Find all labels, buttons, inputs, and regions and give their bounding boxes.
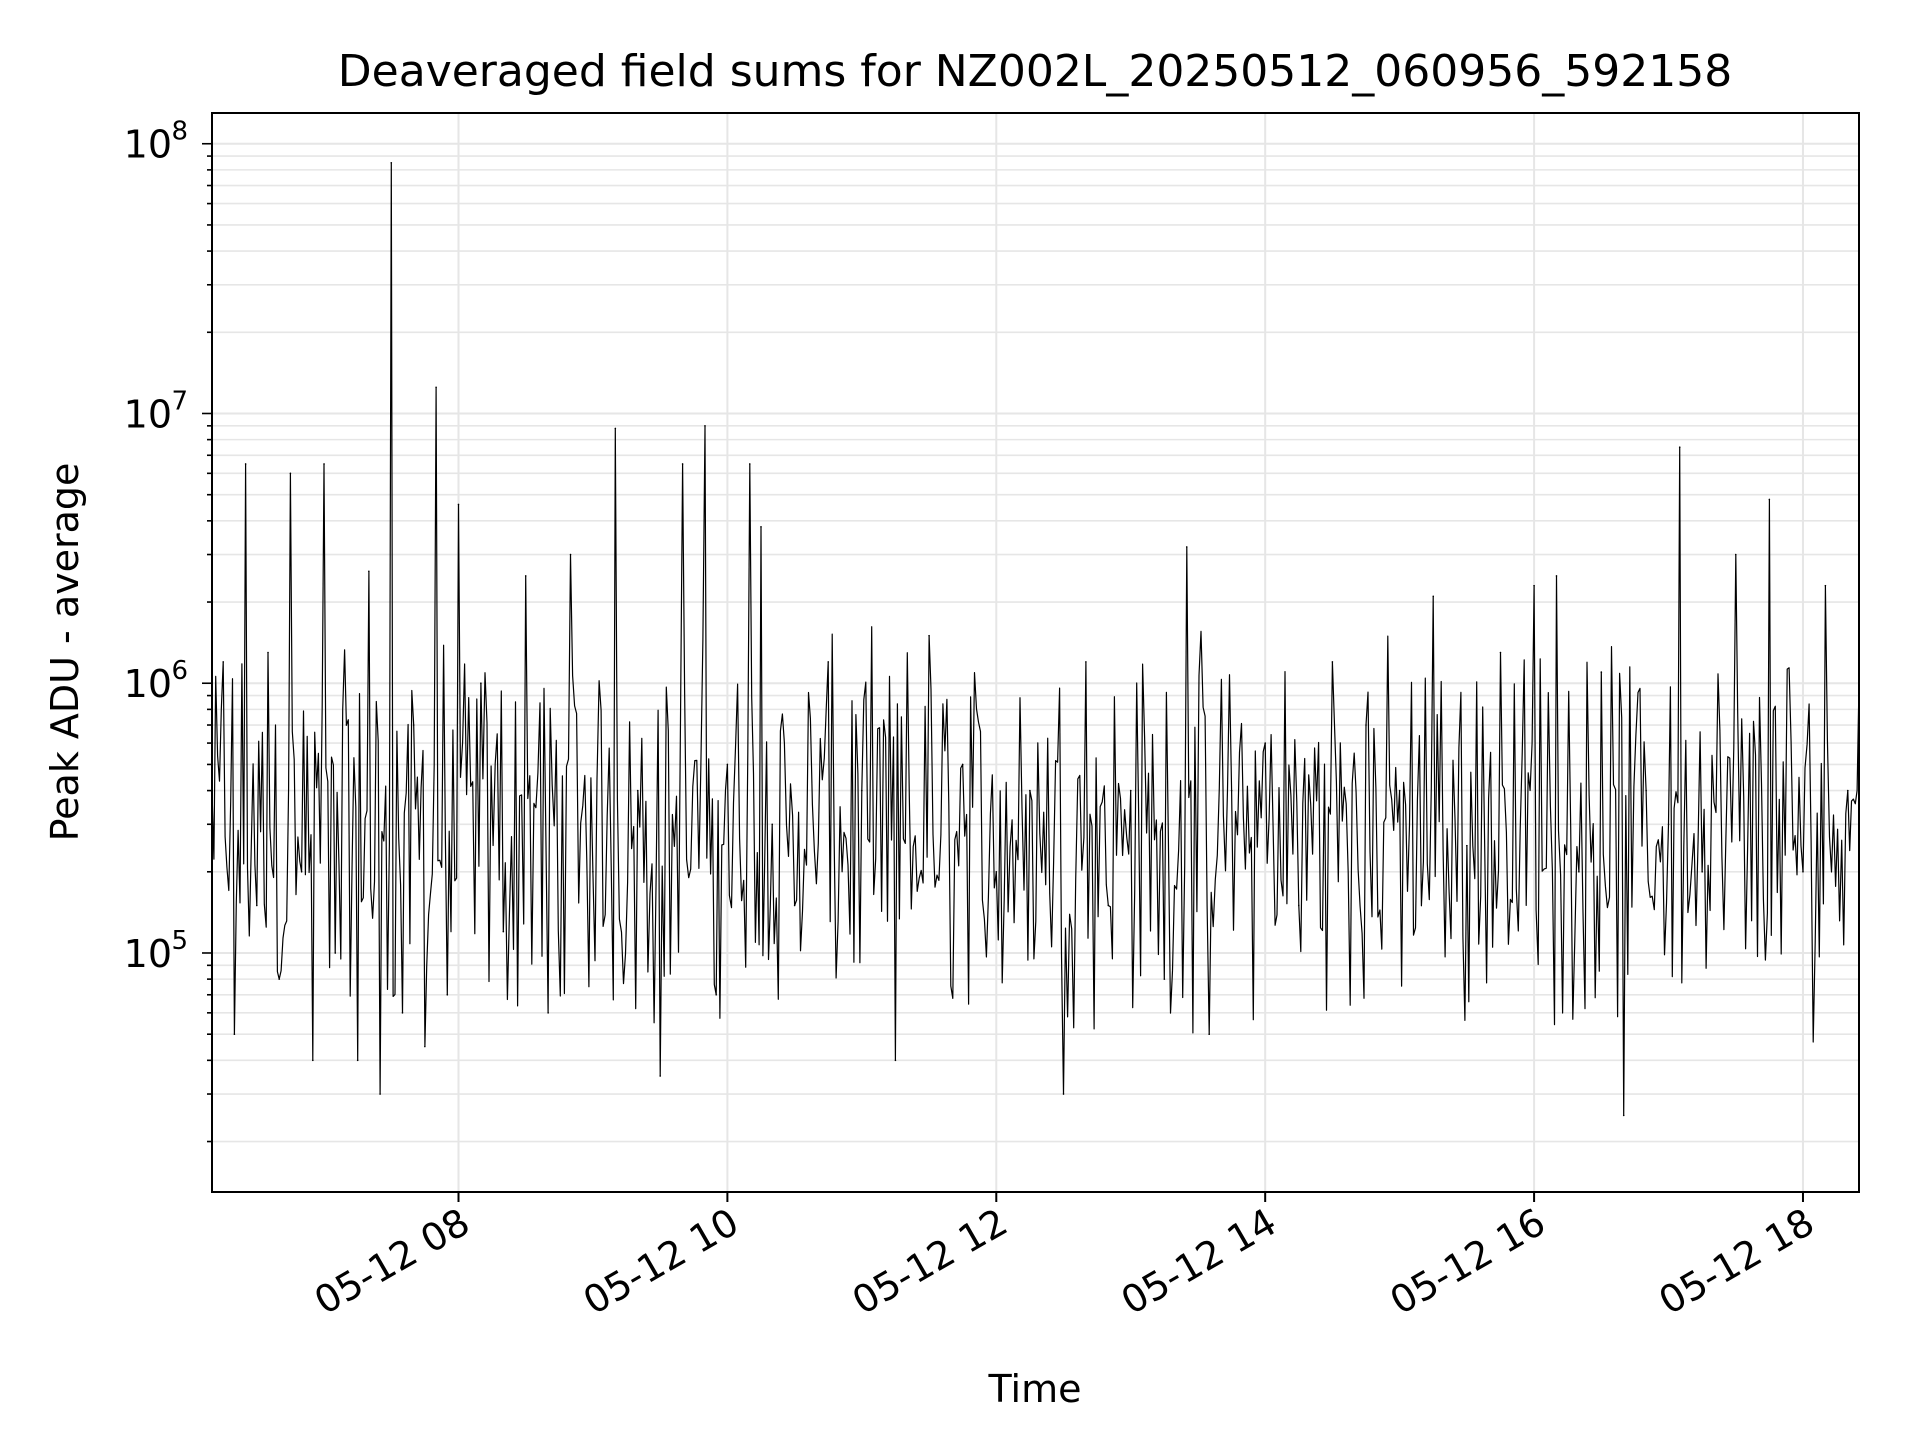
data-point [390, 161, 393, 164]
data-point [771, 823, 774, 826]
data-point [827, 661, 830, 663]
data-point [446, 993, 449, 996]
data-point [1667, 823, 1670, 826]
data-point [592, 870, 594, 873]
data-point [1365, 724, 1367, 726]
data-point [412, 724, 415, 726]
data-point [1622, 1114, 1625, 1117]
data-point [1432, 595, 1435, 598]
data-point [894, 1059, 897, 1062]
data-point [614, 427, 617, 430]
data-point [1600, 671, 1603, 673]
y-tick-exponent: 8 [171, 117, 188, 147]
data-point [480, 682, 482, 685]
data-point [379, 1093, 381, 1095]
data-point [401, 1012, 404, 1014]
data-point [569, 553, 572, 556]
data-point [424, 1045, 426, 1048]
data-point [928, 634, 930, 637]
data-point [1846, 789, 1849, 792]
data-point [1029, 789, 1031, 792]
data-point [1533, 584, 1535, 587]
data-point [704, 425, 706, 427]
series-layer [211, 161, 1860, 1117]
y-axis-label: Peak ADU - average [43, 463, 87, 842]
data-point [345, 724, 348, 726]
data-point [1331, 661, 1334, 663]
data-point [289, 472, 292, 475]
data-point [748, 463, 751, 465]
data-point [715, 993, 717, 996]
y-tick-exponent: 7 [171, 386, 188, 416]
data-point [659, 1075, 661, 1077]
chart-title: Deaveraged field sums for NZ002L_2025051… [338, 46, 1732, 97]
data-point [502, 930, 505, 933]
data-point [861, 789, 863, 792]
data-point [267, 651, 269, 654]
data-point [1734, 553, 1737, 556]
data-point [323, 463, 325, 465]
data-point [1701, 870, 1703, 873]
series-line [211, 162, 1860, 1117]
data-point [300, 870, 303, 873]
y-tick-exponent: 5 [171, 926, 188, 956]
data-point [547, 1012, 549, 1014]
y-tick-label: 10 [124, 392, 172, 436]
data-point [1678, 446, 1681, 448]
data-point [256, 904, 258, 907]
data-point [334, 952, 337, 954]
x-axis-label: Time [988, 1367, 1082, 1411]
data-point [760, 526, 762, 528]
data-point [1645, 789, 1647, 792]
data-point [457, 503, 460, 506]
y-tick-label: 10 [124, 932, 172, 976]
data-point [1085, 661, 1087, 663]
data-point [681, 463, 684, 465]
data-point [636, 789, 639, 792]
data-point [312, 1059, 314, 1062]
data-point [356, 1059, 359, 1062]
data-point [1802, 870, 1804, 873]
data-point [1264, 742, 1266, 744]
data-point [222, 661, 225, 663]
data-point [1129, 789, 1132, 792]
data-point [1297, 904, 1300, 907]
grid [212, 113, 1859, 1192]
data-point [1208, 1033, 1210, 1035]
y-tick-label: 10 [124, 662, 172, 706]
data-point [726, 763, 729, 766]
data-point [1398, 789, 1401, 792]
data-point [793, 904, 796, 907]
data-point [524, 575, 527, 577]
data-point [995, 870, 998, 873]
data-point [1499, 651, 1502, 654]
data-point [1163, 978, 1166, 980]
data-point [435, 386, 437, 389]
data-point [1555, 575, 1558, 577]
data-point [1466, 844, 1468, 847]
data-point [1185, 546, 1188, 548]
plot-frame [211, 112, 1860, 1193]
data-point [1824, 584, 1827, 587]
data-point [1062, 1093, 1065, 1095]
data-point [278, 978, 281, 980]
data-point [1768, 498, 1771, 501]
y-tick-label: 10 [124, 123, 172, 167]
data-point [233, 1033, 236, 1035]
data-point [1230, 789, 1233, 792]
data-point [1107, 904, 1110, 907]
data-point [1578, 870, 1580, 873]
data-point [961, 763, 964, 766]
data-point [368, 570, 370, 573]
data-point [244, 463, 247, 465]
y-tick-exponent: 6 [171, 656, 188, 686]
